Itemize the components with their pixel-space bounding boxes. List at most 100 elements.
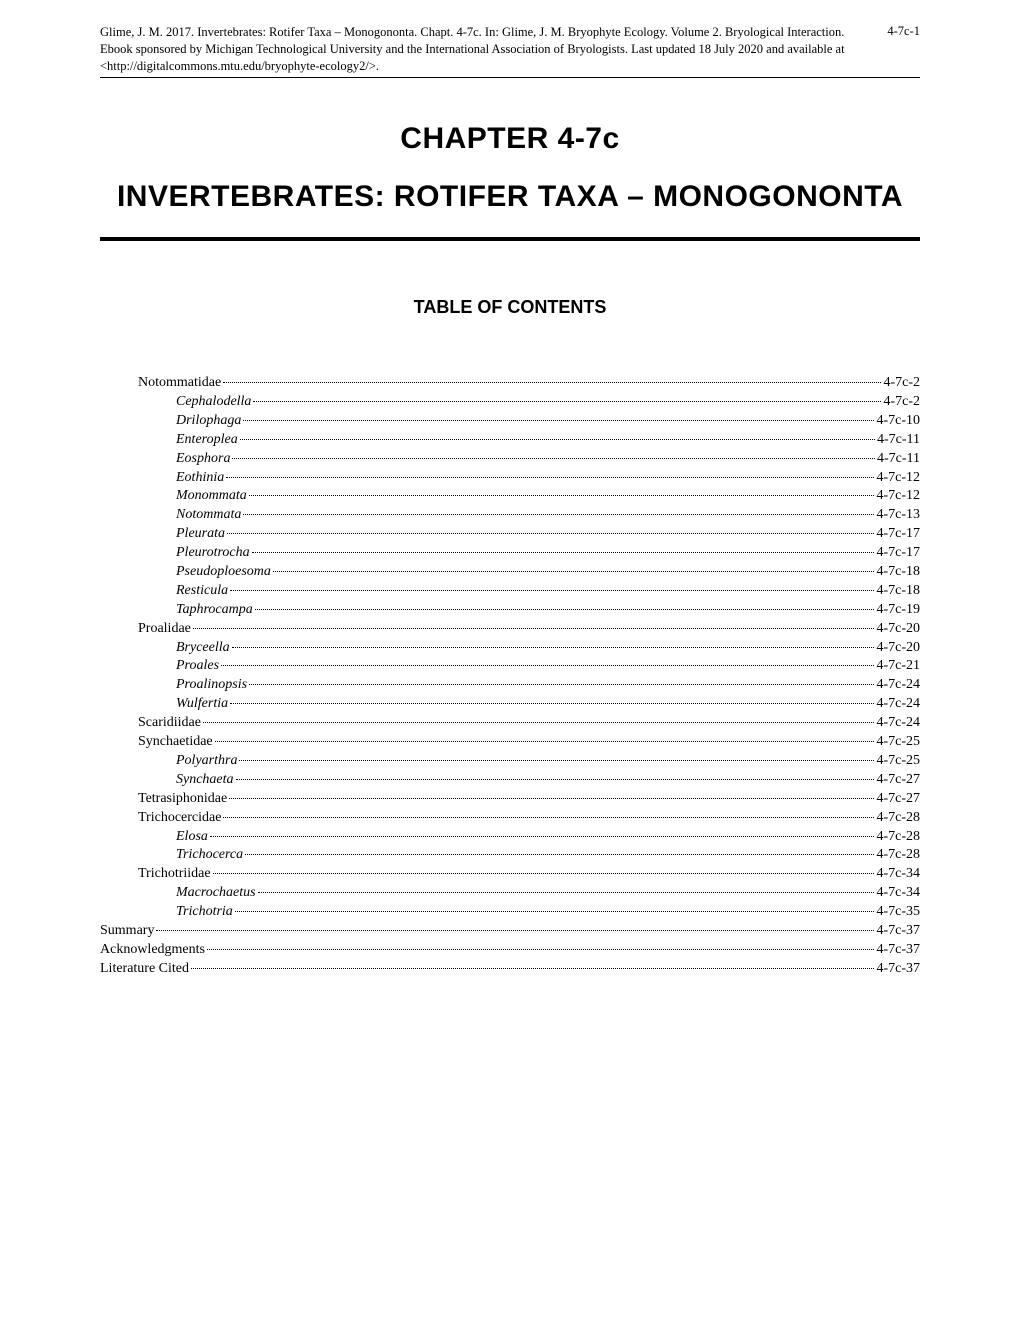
toc-entry: Trichotriidae 4-7c-34 xyxy=(100,865,920,884)
toc-entry-label: Synchaeta xyxy=(176,771,234,790)
toc-entry-label: Resticula xyxy=(176,582,228,601)
toc-entry: Pseudoploesoma 4-7c-18 xyxy=(100,563,920,582)
table-of-contents: Notommatidae 4-7c-2Cephalodella 4-7c-2Dr… xyxy=(100,374,920,979)
toc-entry-label: Proalidae xyxy=(138,620,191,639)
toc-entry: Summary 4-7c-37 xyxy=(100,922,920,941)
toc-dot-leader xyxy=(253,401,881,402)
citation-rule xyxy=(100,77,920,78)
citation-text: Glime, J. M. 2017. Invertebrates: Rotife… xyxy=(100,24,887,75)
toc-dot-leader xyxy=(232,647,875,648)
toc-dot-leader xyxy=(213,873,875,874)
toc-entry-page: 4-7c-17 xyxy=(876,525,920,544)
toc-entry: Literature Cited 4-7c-37 xyxy=(100,960,920,979)
toc-dot-leader xyxy=(203,722,874,723)
toc-dot-leader xyxy=(252,552,875,553)
toc-entry-label: Trichotria xyxy=(176,903,233,922)
toc-entry: Proalidae 4-7c-20 xyxy=(100,620,920,639)
toc-dot-leader xyxy=(235,911,875,912)
toc-entry-page: 4-7c-27 xyxy=(876,771,920,790)
chapter-subtitle: INVERTEBRATES: ROTIFER TAXA – MONOGONONT… xyxy=(100,178,920,216)
toc-entry-page: 4-7c-10 xyxy=(876,412,920,431)
toc-entry: Bryceella 4-7c-20 xyxy=(100,639,920,658)
toc-entry-label: Pleurotrocha xyxy=(176,544,250,563)
toc-entry: Pleurotrocha 4-7c-17 xyxy=(100,544,920,563)
toc-dot-leader xyxy=(240,439,875,440)
toc-dot-leader xyxy=(229,798,874,799)
toc-entry-page: 4-7c-12 xyxy=(876,487,920,506)
header-row: Glime, J. M. 2017. Invertebrates: Rotife… xyxy=(100,24,920,75)
toc-entry-page: 4-7c-24 xyxy=(876,676,920,695)
toc-entry-label: Macrochaetus xyxy=(176,884,256,903)
toc-entry-page: 4-7c-13 xyxy=(876,506,920,525)
toc-entry-page: 4-7c-20 xyxy=(876,620,920,639)
toc-dot-leader xyxy=(255,609,875,610)
toc-entry-page: 4-7c-37 xyxy=(876,960,920,979)
toc-dot-leader xyxy=(207,949,874,950)
toc-entry-label: Elosa xyxy=(176,828,208,847)
toc-dot-leader xyxy=(230,703,874,704)
toc-entry: Trichotria 4-7c-35 xyxy=(100,903,920,922)
toc-entry-label: Bryceella xyxy=(176,639,230,658)
toc-entry: Macrochaetus 4-7c-34 xyxy=(100,884,920,903)
toc-entry: Notommata 4-7c-13 xyxy=(100,506,920,525)
toc-entry-label: Tetrasiphonidae xyxy=(138,790,227,809)
toc-entry: Tetrasiphonidae 4-7c-27 xyxy=(100,790,920,809)
toc-dot-leader xyxy=(223,382,881,383)
toc-entry-page: 4-7c-34 xyxy=(876,884,920,903)
toc-entry-label: Notommata xyxy=(176,506,241,525)
toc-dot-leader xyxy=(210,836,875,837)
toc-entry-page: 4-7c-34 xyxy=(876,865,920,884)
toc-entry: Elosa 4-7c-28 xyxy=(100,828,920,847)
toc-entry-page: 4-7c-28 xyxy=(876,828,920,847)
toc-entry-page: 4-7c-21 xyxy=(876,657,920,676)
toc-entry-label: Monommata xyxy=(176,487,247,506)
toc-entry-page: 4-7c-20 xyxy=(876,639,920,658)
toc-heading: TABLE OF CONTENTS xyxy=(100,297,920,318)
chapter-title: CHAPTER 4-7c xyxy=(100,122,920,156)
toc-dot-leader xyxy=(223,817,874,818)
toc-entry: Monommata 4-7c-12 xyxy=(100,487,920,506)
toc-entry-page: 4-7c-25 xyxy=(876,733,920,752)
toc-entry-label: Synchaetidae xyxy=(138,733,213,752)
toc-entry: Scaridiidae 4-7c-24 xyxy=(100,714,920,733)
toc-dot-leader xyxy=(191,968,874,969)
toc-entry: Taphrocampa 4-7c-19 xyxy=(100,601,920,620)
chapter-rule xyxy=(100,237,920,241)
toc-dot-leader xyxy=(273,571,875,572)
toc-entry: Proales 4-7c-21 xyxy=(100,657,920,676)
toc-entry-page: 4-7c-18 xyxy=(876,582,920,601)
toc-entry-page: 4-7c-12 xyxy=(876,469,920,488)
toc-entry: Trichocerca 4-7c-28 xyxy=(100,846,920,865)
toc-entry: Acknowledgments 4-7c-37 xyxy=(100,941,920,960)
toc-entry-page: 4-7c-24 xyxy=(876,695,920,714)
toc-dot-leader xyxy=(245,854,874,855)
toc-entry: Eosphora 4-7c-11 xyxy=(100,450,920,469)
toc-entry-page: 4-7c-35 xyxy=(876,903,920,922)
toc-entry-page: 4-7c-25 xyxy=(876,752,920,771)
toc-entry-label: Acknowledgments xyxy=(100,941,205,960)
toc-entry: Drilophaga 4-7c-10 xyxy=(100,412,920,431)
toc-entry-label: Pleurata xyxy=(176,525,225,544)
toc-entry-page: 4-7c-37 xyxy=(876,922,920,941)
page-container: Glime, J. M. 2017. Invertebrates: Rotife… xyxy=(0,24,1020,979)
toc-entry-label: Literature Cited xyxy=(100,960,189,979)
toc-entry-label: Wulfertia xyxy=(176,695,228,714)
toc-entry: Wulfertia 4-7c-24 xyxy=(100,695,920,714)
toc-entry-label: Proalinopsis xyxy=(176,676,247,695)
toc-entry-label: Trichocercidae xyxy=(138,809,221,828)
toc-entry-label: Summary xyxy=(100,922,154,941)
toc-entry-page: 4-7c-2 xyxy=(883,393,920,412)
toc-dot-leader xyxy=(249,684,874,685)
toc-entry: Enteroplea 4-7c-11 xyxy=(100,431,920,450)
toc-dot-leader xyxy=(239,760,874,761)
toc-dot-leader xyxy=(215,741,875,742)
toc-dot-leader xyxy=(232,458,875,459)
toc-entry-page: 4-7c-28 xyxy=(876,809,920,828)
toc-entry-label: Enteroplea xyxy=(176,431,238,450)
toc-entry-label: Cephalodella xyxy=(176,393,251,412)
toc-entry-label: Eothinia xyxy=(176,469,224,488)
page-number: 4-7c-1 xyxy=(887,24,920,39)
toc-entry-page: 4-7c-18 xyxy=(876,563,920,582)
toc-entry-page: 4-7c-11 xyxy=(877,450,920,469)
toc-entry-page: 4-7c-28 xyxy=(876,846,920,865)
